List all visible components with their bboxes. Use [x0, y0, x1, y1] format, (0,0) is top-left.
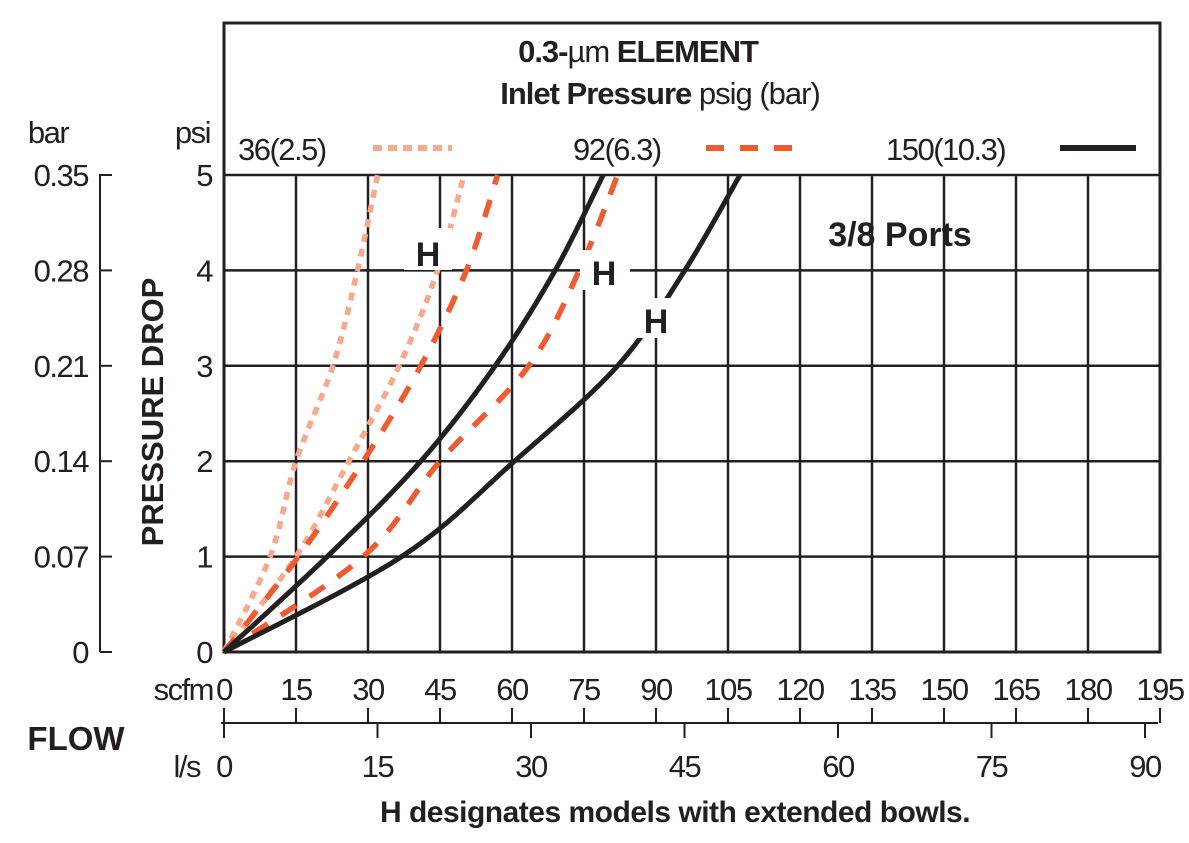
h-label-92: H — [592, 255, 617, 293]
x-axis-title: FLOW — [27, 720, 125, 757]
x-tick-label-ls: 60 — [822, 749, 855, 784]
y-tick-label-psi: 3 — [196, 349, 212, 384]
x-tick-label-ls: 75 — [976, 749, 1008, 784]
y-tick-label-bar: 0.21 — [34, 349, 89, 384]
y-tick-label-bar: 0 — [72, 635, 89, 670]
legend: 36(2.5) 92(6.3) 150(10.3) — [238, 132, 1136, 167]
x-unit-scfm: scfm — [154, 672, 213, 707]
x-tick-label-scfm: 120 — [776, 672, 824, 707]
curve-150-standard — [222, 173, 606, 654]
x-tick-label-scfm: 0 — [216, 672, 233, 707]
y-tick-label-psi: 1 — [196, 540, 212, 575]
x-tick-label-scfm: 150 — [920, 672, 968, 707]
chart-title-line1: 0.3-µm ELEMENT — [518, 34, 759, 69]
footnote: H designates models with extended bowls. — [380, 796, 970, 829]
y-tick-label-psi: 4 — [196, 253, 213, 288]
x-tick-label-ls: 30 — [515, 749, 548, 784]
y-tick-label-psi: 5 — [196, 158, 212, 193]
x-tick-label-ls: 0 — [216, 749, 233, 784]
x-tick-label-scfm: 75 — [568, 672, 600, 707]
chart-title-line2: Inlet Pressure psig (bar) — [500, 76, 820, 111]
y-tick-label-bar: 0.35 — [34, 158, 89, 193]
y-tick-label-bar: 0.14 — [34, 444, 90, 479]
annotation-ports: 3/8 Ports — [828, 216, 972, 254]
x-tick-label-scfm: 90 — [640, 672, 673, 707]
x-tick-label-scfm: 135 — [848, 672, 895, 707]
x-tick-label-ls: 45 — [669, 749, 701, 784]
curves — [221, 173, 743, 655]
y-tick-label-bar: 0.28 — [34, 253, 89, 288]
y-tick-label-bar: 0.07 — [34, 540, 89, 575]
y-unit-bar: bar — [28, 115, 69, 150]
x-unit-ls: l/s — [174, 749, 202, 784]
x-tick-label-scfm: 195 — [1136, 672, 1183, 707]
y-unit-psi: psi — [175, 115, 210, 150]
x-tick-label-scfm: 60 — [496, 672, 529, 707]
y-axis-title: PRESSURE DROP — [135, 278, 170, 547]
legend-label-150: 150(10.3) — [886, 132, 1005, 167]
x-tick-label-scfm: 45 — [424, 672, 456, 707]
curve-150-h — [222, 173, 743, 655]
x-tick-label-ls: 15 — [362, 749, 394, 784]
h-labels: H H H — [404, 228, 678, 341]
x-tick-label-ls: 90 — [1129, 749, 1162, 784]
h-label-150: H — [644, 303, 669, 341]
y-tick-label-psi: 0 — [196, 635, 213, 670]
legend-label-36: 36(2.5) — [238, 132, 326, 167]
legend-label-92: 92(6.3) — [573, 132, 661, 167]
x-tick-label-scfm: 30 — [352, 672, 385, 707]
x-tick-label-scfm: 105 — [704, 672, 751, 707]
x-tick-label-scfm: 180 — [1064, 672, 1112, 707]
x-tick-label-scfm: 15 — [280, 672, 312, 707]
x-tick-label-scfm: 165 — [992, 672, 1039, 707]
curve-36-standard — [221, 174, 381, 654]
h-label-36: H — [416, 236, 441, 274]
y-tick-label-psi: 2 — [196, 444, 212, 479]
curve-92-standard — [221, 174, 501, 654]
grid — [222, 173, 1162, 654]
